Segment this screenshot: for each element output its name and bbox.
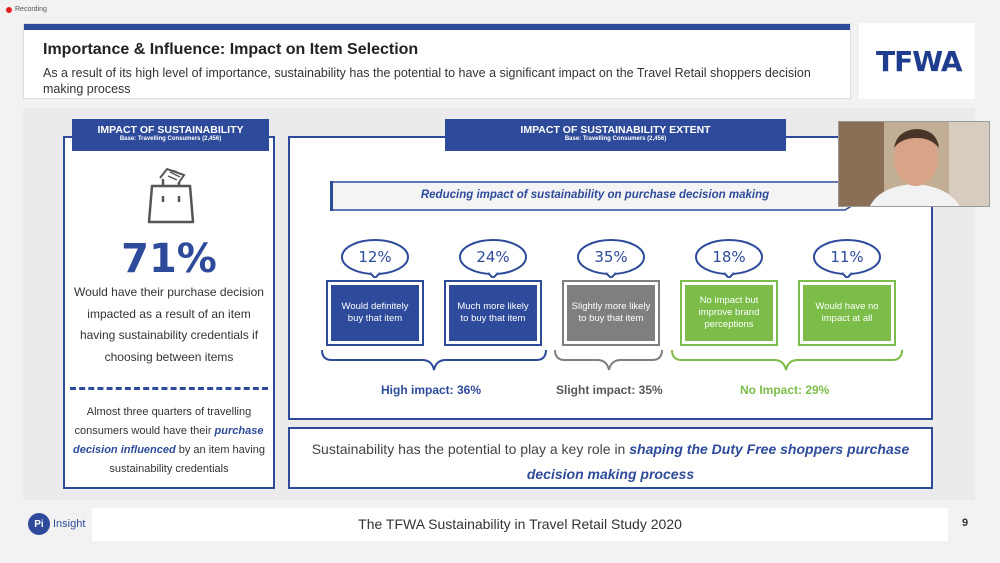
percent-bubble bbox=[813, 239, 881, 278]
group-braces bbox=[321, 349, 903, 371]
conclusion-emphasis: shaping the Duty Free shoppers purchase … bbox=[526, 441, 910, 482]
pi-insight-logo: Pi Insight bbox=[28, 513, 85, 535]
impact-item-card: Slightly more likely to buy that item bbox=[562, 280, 660, 346]
impact-summary-tag: IMPACT OF SUSTAINABILITY Base: Travellin… bbox=[72, 119, 269, 151]
impact-item-percent: 35% bbox=[594, 248, 628, 266]
recording-label: Recording bbox=[15, 6, 47, 13]
webcam-video-thumbnail[interactable] bbox=[838, 121, 990, 207]
logo-text: TFWA bbox=[876, 45, 963, 78]
slide-title: Importance & Influence: Impact on Item S… bbox=[43, 41, 419, 58]
impact-summary-base: Base: Travelling Consumers (2,456) bbox=[119, 136, 222, 142]
slight-impact-brace bbox=[554, 349, 663, 371]
impact-summary-title: IMPACT OF SUSTAINABILITY bbox=[97, 124, 244, 136]
high-impact-brace bbox=[321, 349, 547, 371]
shopping-bag-icon bbox=[147, 167, 195, 224]
page-number: 9 bbox=[961, 517, 969, 529]
conclusion-box: Sustainability has the potential to play… bbox=[288, 427, 933, 489]
percent-bubble bbox=[577, 239, 645, 278]
pi-logo-circle: Pi bbox=[28, 513, 50, 535]
slide-header: Importance & Influence: Impact on Item S… bbox=[23, 23, 851, 99]
percent-bubble bbox=[459, 239, 527, 278]
impact-extent-tag: IMPACT OF SUSTAINABILITY EXTENT Base: Tr… bbox=[445, 119, 786, 151]
slide-subtitle: As a result of its high level of importa… bbox=[43, 66, 811, 96]
footer-title: The TFWA Sustainability in Travel Retail… bbox=[92, 508, 948, 541]
impact-extent-base: Base: Travelling Consumers (2,456) bbox=[564, 136, 667, 142]
conclusion-pre: Sustainability has the potential to play… bbox=[311, 441, 630, 457]
header-accent-bar bbox=[24, 24, 850, 30]
high-impact-label: High impact: 36% bbox=[381, 383, 482, 397]
impact-item-percent: 18% bbox=[712, 248, 746, 266]
presenter-video-icon bbox=[839, 122, 989, 206]
impact-percentage: 71% bbox=[121, 236, 217, 282]
impact-note-pre: Almost three quarters of travelling cons… bbox=[74, 406, 252, 437]
impact-item-card: Would have no impact at all bbox=[798, 280, 896, 346]
percent-bubble bbox=[341, 239, 409, 278]
impact-extent-box bbox=[288, 136, 933, 420]
impact-item-card: Would definitely buy that item bbox=[326, 280, 424, 346]
impact-extent-title: IMPACT OF SUSTAINABILITY EXTENT bbox=[520, 124, 711, 136]
impact-note-emphasis: purchase decision influenced bbox=[73, 425, 264, 456]
percent-bubble bbox=[695, 239, 763, 278]
slight-impact-label: Slight impact: 35% bbox=[556, 383, 663, 397]
reducing-impact-label: Reducing impact of sustainability on pur… bbox=[420, 189, 770, 201]
impact-item-card: Much more likely to buy that item bbox=[444, 280, 542, 346]
impact-item-percent: 12% bbox=[358, 248, 392, 266]
impact-item-card: No impact but improve brand perceptions bbox=[680, 280, 778, 346]
tfwa-logo: TFWA bbox=[859, 23, 975, 99]
dashed-divider bbox=[70, 387, 268, 390]
no-impact-label: No Impact: 29% bbox=[740, 383, 830, 397]
recording-indicator: Recording bbox=[6, 6, 47, 13]
impact-summary-box bbox=[63, 136, 275, 489]
impact-item-percent: 11% bbox=[830, 248, 864, 266]
no-impact-brace bbox=[671, 349, 903, 371]
impact-note: Almost three quarters of travelling cons… bbox=[68, 403, 270, 479]
impact-description: Would have their purchase decision impac… bbox=[74, 285, 264, 364]
impact-note-post: by an item having sustainability credent… bbox=[109, 444, 265, 475]
pi-logo-text: Insight bbox=[53, 518, 86, 530]
record-dot-icon bbox=[6, 6, 12, 13]
impact-item-percent: 24% bbox=[476, 248, 510, 266]
